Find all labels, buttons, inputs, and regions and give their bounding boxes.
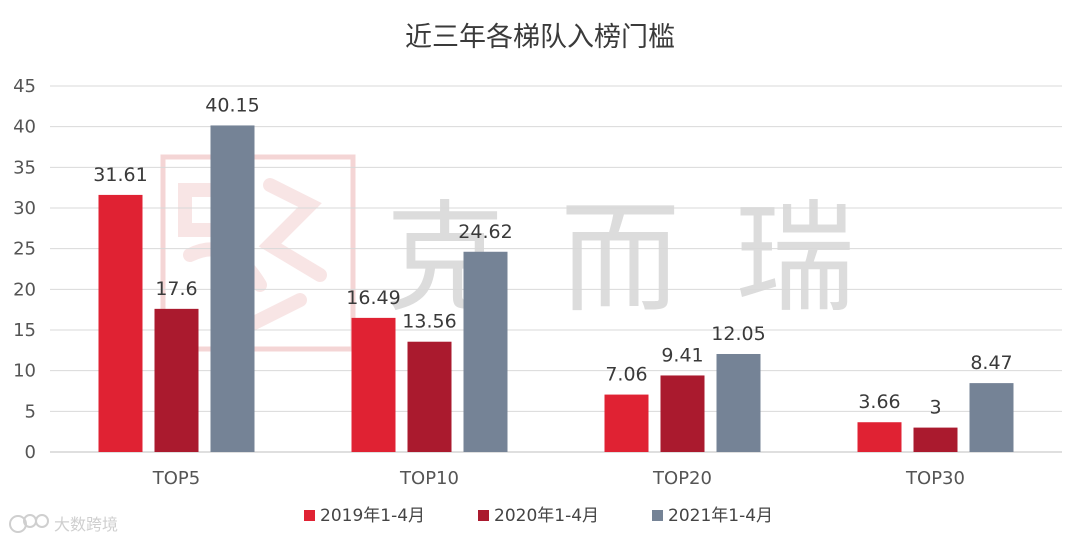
bar bbox=[857, 422, 902, 452]
y-tick-label: 30 bbox=[13, 198, 36, 219]
data-label: 9.41 bbox=[661, 344, 703, 366]
bar bbox=[463, 251, 508, 452]
brand: 大数跨境 bbox=[9, 514, 118, 534]
y-tick-label: 15 bbox=[13, 320, 36, 341]
bar bbox=[154, 308, 199, 452]
data-label: 40.15 bbox=[205, 94, 259, 116]
data-label: 24.62 bbox=[458, 221, 512, 243]
x-tick-label: TOP30 bbox=[905, 468, 965, 489]
data-label: 7.06 bbox=[605, 364, 647, 386]
bars bbox=[98, 125, 1014, 453]
bar bbox=[604, 394, 649, 452]
data-label: 13.56 bbox=[402, 311, 456, 333]
legend: 2019年1-4月 2020年1-4月 2021年1-4月 bbox=[304, 506, 773, 526]
x-tick-label: TOP10 bbox=[399, 468, 459, 489]
data-label: 3 bbox=[929, 397, 941, 419]
bar bbox=[969, 383, 1014, 452]
legend-swatch bbox=[652, 510, 663, 521]
legend-item: 2019年1-4月 bbox=[304, 506, 425, 526]
y-tick-label: 5 bbox=[25, 401, 36, 422]
bar bbox=[913, 427, 958, 452]
x-tick-label: TOP20 bbox=[652, 468, 712, 489]
bar bbox=[716, 353, 761, 452]
x-axis: TOP5 TOP10 TOP20 TOP30 bbox=[152, 468, 965, 489]
data-label: 12.05 bbox=[711, 323, 765, 345]
watermark: 克而瑞 bbox=[160, 154, 910, 352]
y-tick-label: 10 bbox=[13, 361, 36, 382]
bar bbox=[407, 341, 452, 452]
y-tick-label: 45 bbox=[13, 76, 36, 97]
y-axis: 0 5 10 15 20 25 30 35 40 45 bbox=[13, 76, 36, 463]
watermark-text: 克而瑞 bbox=[385, 190, 910, 329]
data-label: 31.61 bbox=[93, 164, 147, 186]
legend-swatch bbox=[304, 510, 315, 521]
brand-logo-icon bbox=[9, 514, 49, 533]
y-tick-label: 20 bbox=[13, 279, 36, 300]
legend-label: 2020年1-4月 bbox=[494, 506, 599, 526]
chart-title: 近三年各梯队入榜门槛 bbox=[405, 22, 675, 53]
legend-label: 2019年1-4月 bbox=[320, 506, 425, 526]
legend-item: 2020年1-4月 bbox=[478, 506, 599, 526]
data-label: 8.47 bbox=[970, 352, 1012, 374]
bar bbox=[210, 125, 255, 453]
legend-label: 2021年1-4月 bbox=[668, 506, 773, 526]
data-label: 16.49 bbox=[346, 287, 400, 309]
bar bbox=[98, 194, 143, 452]
legend-item: 2021年1-4月 bbox=[652, 506, 773, 526]
y-tick-label: 0 bbox=[25, 442, 36, 463]
bar bbox=[351, 317, 396, 452]
brand-text: 大数跨境 bbox=[54, 515, 118, 534]
y-tick-label: 25 bbox=[13, 239, 36, 260]
data-label: 17.6 bbox=[155, 278, 197, 300]
data-label: 3.66 bbox=[858, 391, 900, 413]
y-tick-label: 40 bbox=[13, 117, 36, 138]
y-tick-label: 35 bbox=[13, 157, 36, 178]
x-tick-label: TOP5 bbox=[152, 468, 200, 489]
legend-swatch bbox=[478, 510, 489, 521]
bar bbox=[660, 375, 705, 452]
